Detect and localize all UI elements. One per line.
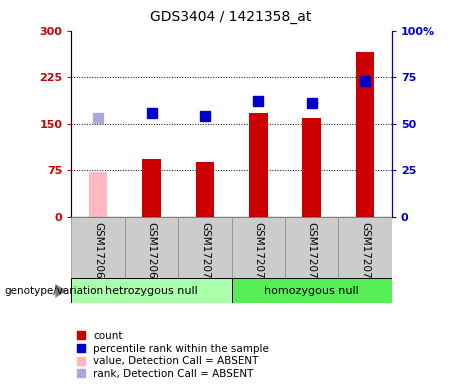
Bar — [249, 113, 268, 217]
Text: GSM172071: GSM172071 — [254, 222, 263, 285]
Text: GSM172068: GSM172068 — [93, 222, 103, 285]
Bar — [285, 217, 338, 278]
Text: GDS3404 / 1421358_at: GDS3404 / 1421358_at — [150, 10, 311, 23]
Bar — [125, 217, 178, 278]
Bar — [142, 159, 161, 217]
Text: hetrozygous null: hetrozygous null — [105, 286, 198, 296]
Bar — [89, 172, 107, 217]
Bar — [338, 217, 392, 278]
Legend: count, percentile rank within the sample, value, Detection Call = ABSENT, rank, : count, percentile rank within the sample… — [77, 331, 269, 379]
Bar — [71, 217, 125, 278]
Text: GSM172070: GSM172070 — [200, 222, 210, 285]
Bar — [195, 162, 214, 217]
Bar — [71, 278, 231, 303]
Bar — [302, 118, 321, 217]
Bar — [231, 217, 285, 278]
Text: homozygous null: homozygous null — [264, 286, 359, 296]
Text: GSM172073: GSM172073 — [360, 222, 370, 285]
Text: GSM172069: GSM172069 — [147, 222, 157, 285]
Bar — [178, 217, 231, 278]
Polygon shape — [55, 284, 67, 298]
Text: genotype/variation: genotype/variation — [5, 286, 104, 296]
Text: GSM172072: GSM172072 — [307, 222, 317, 285]
Bar — [231, 278, 392, 303]
Bar — [356, 53, 374, 217]
